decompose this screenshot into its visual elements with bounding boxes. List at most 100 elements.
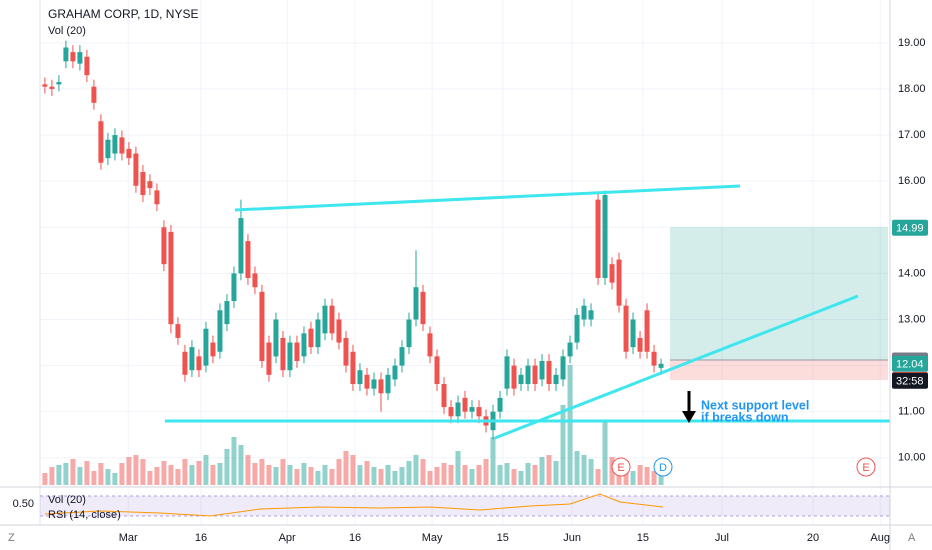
volume-bar <box>105 469 111 485</box>
price-marker-label: 12.04 <box>896 359 924 371</box>
candle-body <box>77 52 83 64</box>
candle-body <box>189 347 195 371</box>
candle-body <box>98 121 104 163</box>
volume-bar <box>280 459 286 485</box>
volume-bar <box>658 475 664 485</box>
candle-body <box>602 195 608 278</box>
candle-body <box>336 319 342 343</box>
candle-body <box>623 305 629 352</box>
x-tick-label: Jun <box>563 532 581 544</box>
candle-body <box>651 351 657 366</box>
arrow-head <box>682 411 696 423</box>
volume-bar <box>56 465 62 485</box>
candle-body <box>560 356 566 380</box>
countdown: 32:58 <box>896 376 924 388</box>
candle-body <box>448 407 454 417</box>
countdown-box <box>892 372 928 389</box>
candle-body <box>413 287 419 320</box>
volume-bar <box>420 459 426 485</box>
volume-bar <box>273 467 279 485</box>
x-tick-label: Apr <box>279 532 296 544</box>
candle-body <box>280 337 286 371</box>
volume-bar <box>315 471 321 485</box>
volume-bar <box>126 457 132 485</box>
candle-body <box>329 305 335 334</box>
x-tick-label: 16 <box>195 532 207 544</box>
volume-ma-line <box>44 493 664 517</box>
candle-body <box>252 273 258 288</box>
candle-body <box>637 337 643 352</box>
volume-bar <box>217 463 223 485</box>
candle-body <box>462 397 468 412</box>
volume-bar <box>469 469 475 485</box>
event-marker[interactable] <box>856 457 876 477</box>
candle-body <box>91 86 97 103</box>
candle-body <box>476 407 482 417</box>
candle-body <box>119 137 125 154</box>
candles <box>42 40 664 440</box>
candle-body <box>105 139 111 159</box>
volume-bar <box>455 451 461 485</box>
y-tick-label: 13.00 <box>898 313 926 325</box>
candle-body <box>546 360 552 385</box>
volume-bar <box>49 467 55 485</box>
y-tick-label: 16.00 <box>898 175 926 187</box>
candle-body <box>168 231 174 325</box>
indicator-label: Vol (20) <box>48 494 86 506</box>
candle-body <box>567 342 573 357</box>
candle-body <box>427 333 433 357</box>
x-tick-label: 20 <box>807 532 819 544</box>
y-tick-label: 10.00 <box>898 452 926 464</box>
volume-bar <box>224 449 230 485</box>
volume-bar <box>476 465 482 485</box>
price-marker <box>892 355 928 372</box>
volume-bar <box>98 463 104 485</box>
candle-body <box>133 153 139 186</box>
volume-bar <box>294 469 300 485</box>
event-marker[interactable] <box>653 457 673 477</box>
volume-bar <box>259 459 265 485</box>
volume-bar <box>42 473 48 485</box>
volume-bar <box>147 471 153 485</box>
volume-bar <box>567 365 573 485</box>
volume-bar <box>70 459 76 485</box>
candle-body <box>469 407 475 412</box>
candle-body <box>315 319 321 348</box>
y-tick-label: 11.00 <box>898 406 925 418</box>
volume-bar <box>574 451 580 485</box>
toolbar-button[interactable]: Z <box>8 532 15 544</box>
candle-body <box>49 86 55 89</box>
volume-bar <box>336 459 342 485</box>
candle-body <box>441 384 447 408</box>
candle-body <box>371 379 377 389</box>
candle-body <box>238 218 244 274</box>
toolbar-button[interactable]: A <box>908 532 916 544</box>
volume-bar <box>637 465 643 485</box>
annotation: if breaks down <box>701 410 789 424</box>
volume <box>42 365 664 485</box>
event-label: E <box>862 462 869 474</box>
candle-body <box>350 351 356 385</box>
volume-bar <box>490 437 496 485</box>
volume-bar <box>497 465 503 485</box>
event-marker[interactable] <box>611 457 631 477</box>
candle-body <box>203 328 209 366</box>
indicator-title: Vol (20) <box>48 25 86 37</box>
volume-bar <box>231 437 237 485</box>
volume-bar <box>483 459 489 485</box>
candle-body <box>392 365 398 380</box>
candle-body <box>574 314 580 343</box>
volume-bar <box>434 467 440 485</box>
volume-bar <box>462 465 468 485</box>
volume-bar <box>238 445 244 485</box>
volume-bar <box>581 455 587 485</box>
x-tick-label: May <box>422 532 443 544</box>
candle-body <box>644 310 650 352</box>
candle-body <box>609 264 615 283</box>
candle-body <box>63 47 69 62</box>
volume-bar <box>266 465 272 485</box>
x-tick-label: Jul <box>715 532 729 544</box>
candle-body <box>224 301 230 325</box>
